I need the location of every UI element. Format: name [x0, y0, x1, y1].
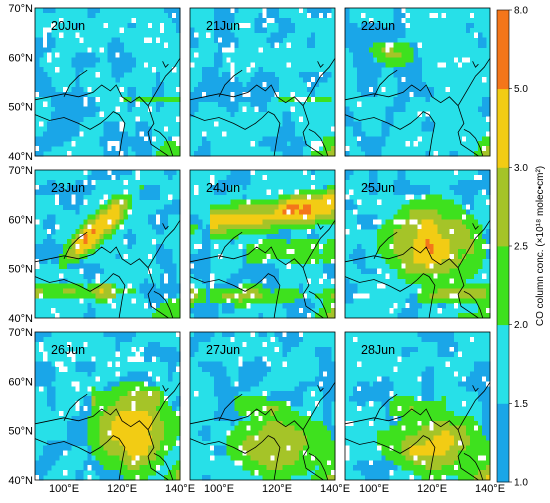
- lon-tick-label: 140°E: [475, 483, 505, 495]
- lat-tick-label: 70°N: [8, 327, 33, 339]
- co-grid-cells: [190, 332, 336, 481]
- lon-tick-label: 100°E: [204, 483, 234, 495]
- colorbar-segment: [497, 324, 509, 404]
- lon-tick-label: 120°E: [417, 483, 447, 495]
- panel-frame: [34, 331, 181, 481]
- panel-date-label: 24Jun: [206, 181, 240, 195]
- coastline-border-lines: [189, 382, 336, 481]
- panel-date-label: 22Jun: [361, 19, 395, 33]
- lat-tick-label: 50°N: [8, 102, 33, 114]
- panel-date-label: 25Jun: [361, 181, 395, 195]
- panel-frame: [189, 169, 336, 319]
- panel-frame: [344, 331, 491, 481]
- lat-tick-label: 40°N: [8, 313, 33, 325]
- map-panel-24Jun: 24Jun: [189, 169, 336, 319]
- coastline-border-lines: [34, 220, 181, 319]
- colorbar-title: CO column conc. (×10¹⁸ molec•cm²): [535, 166, 546, 326]
- panel-date-label: 21Jun: [206, 19, 240, 33]
- lon-tick-label: 120°E: [107, 483, 137, 495]
- co-grid-cells: [35, 8, 181, 157]
- lat-tick-label: 60°N: [8, 376, 33, 388]
- co-grid-cells: [345, 8, 491, 157]
- lon-tick-label: 140°E: [320, 483, 350, 495]
- coastline-border-lines: [189, 220, 336, 319]
- lat-tick-label: 60°N: [8, 214, 33, 226]
- map-panel-22Jun: 22Jun: [344, 7, 491, 157]
- co-grid-cells: [35, 170, 181, 319]
- colorbar-segment: [497, 246, 509, 326]
- panel-date-label: 26Jun: [51, 343, 85, 357]
- lat-tick-label: 70°N: [8, 165, 33, 177]
- coastline-border-lines: [344, 220, 491, 319]
- panel-date-label: 20Jun: [51, 19, 85, 33]
- coastline-border-lines: [34, 382, 181, 481]
- colorbar: 1.0 1.5 2.0 2.5 3.0 5.0 8.0 CO column conc. (×1…: [496, 6, 546, 489]
- colorbar-tick-label: 3.0: [514, 163, 528, 174]
- coastline-border-lines: [34, 58, 181, 157]
- colorbar-tick-label: 1.0: [514, 478, 528, 489]
- map-panel-23Jun: 23Jun: [34, 169, 181, 319]
- colorbar-tick-label: 2.5: [514, 242, 528, 253]
- coastline-border-lines: [344, 58, 491, 157]
- colorbar-segment: [497, 10, 509, 90]
- map-panel-27Jun: 27Jun: [189, 331, 336, 481]
- co-grid-cells: [345, 170, 491, 319]
- map-panel-26Jun: 26Jun: [34, 331, 181, 481]
- colorbar-segment: [497, 88, 509, 168]
- panel-date-label: 28Jun: [361, 343, 395, 357]
- axis-labels: 40°N 50°N 60°N 70°N 40°N 50°N 60°N 70°N 40°N 50°N…: [8, 3, 505, 495]
- map-panel-21Jun: 21Jun: [189, 7, 336, 157]
- panel-frame: [34, 169, 181, 319]
- co-grid-cells: [35, 332, 181, 481]
- colorbar-tick-label: 8.0: [514, 6, 528, 17]
- panel-frame: [34, 7, 181, 157]
- lat-tick-label: 50°N: [8, 264, 33, 276]
- map-panel-20Jun: 20Jun: [34, 7, 181, 157]
- panel-frame: [344, 7, 491, 157]
- lon-tick-label: 100°E: [49, 483, 79, 495]
- panel-frame: [189, 7, 336, 157]
- lat-tick-label: 40°N: [8, 475, 33, 487]
- lat-tick-label: 60°N: [8, 52, 33, 64]
- panel-frame: [344, 169, 491, 319]
- lat-tick-label: 50°N: [8, 426, 33, 438]
- lat-tick-label: 40°N: [8, 151, 33, 163]
- panel-date-label: 23Jun: [51, 181, 85, 195]
- map-panel-25Jun: 25Jun: [344, 169, 491, 319]
- colorbar-segment: [497, 403, 509, 483]
- lon-tick-label: 120°E: [262, 483, 292, 495]
- panel-frame: [189, 331, 336, 481]
- colorbar-tick-label: 2.0: [514, 320, 528, 331]
- lon-tick-label: 100°E: [359, 483, 389, 495]
- co-grid-cells: [345, 332, 491, 481]
- lat-tick-label: 70°N: [8, 3, 33, 15]
- colorbar-tick-label: 1.5: [514, 399, 528, 410]
- panel-date-label: 27Jun: [206, 343, 240, 357]
- coastline-border-lines: [189, 58, 336, 157]
- lon-tick-label: 140°E: [165, 483, 195, 495]
- coastline-border-lines: [344, 382, 491, 481]
- map-panels: 20Jun 21Jun 22Jun 23Jun 24Jun 25Jun 26Jun 27Jun…: [34, 7, 491, 481]
- map-panel-28Jun: 28Jun: [344, 331, 491, 481]
- colorbar-tick-label: 5.0: [514, 84, 528, 95]
- colorbar-segment: [497, 167, 509, 247]
